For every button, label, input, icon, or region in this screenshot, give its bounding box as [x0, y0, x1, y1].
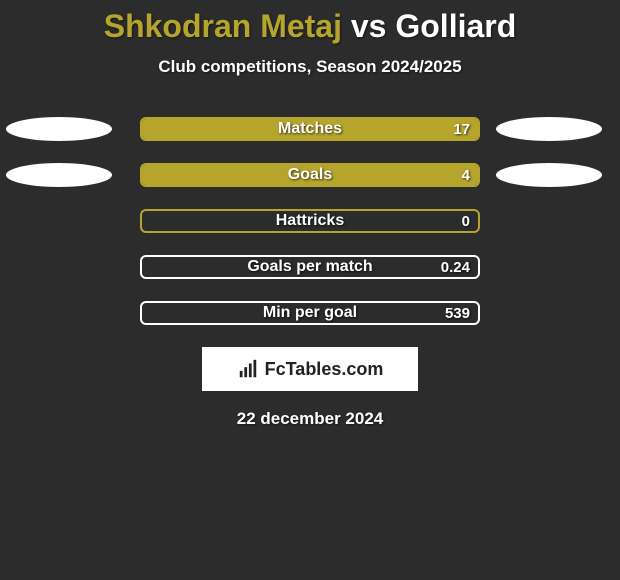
subtitle: Club competitions, Season 2024/2025 [0, 57, 620, 77]
stat-value: 0.24 [441, 257, 470, 277]
stat-bar: Goals4 [140, 163, 480, 187]
fctables-logo: FcTables.com [202, 347, 418, 391]
stat-row: Goals4 [0, 163, 620, 187]
stat-label: Hattricks [142, 211, 478, 231]
player1-name: Shkodran Metaj [104, 8, 342, 44]
vs-label: vs [351, 8, 387, 44]
comparison-infographic: Shkodran Metaj vs Golliard Club competit… [0, 0, 620, 429]
stat-bar: Min per goal539 [140, 301, 480, 325]
player2-name: Golliard [395, 8, 516, 44]
stats-area: Matches17 Goals4 Hattricks0 Goals per match… [0, 117, 620, 325]
stat-label: Goals per match [142, 257, 478, 277]
stat-row: Min per goal539 [0, 301, 620, 325]
page-title: Shkodran Metaj vs Golliard [0, 8, 620, 45]
right-ellipse [496, 163, 602, 187]
stat-row: Matches17 [0, 117, 620, 141]
right-ellipse [496, 117, 602, 141]
chart-icon [237, 358, 259, 380]
left-ellipse [6, 163, 112, 187]
stat-value: 0 [462, 211, 470, 231]
stat-bar-fill [142, 119, 478, 139]
stat-row: Hattricks0 [0, 209, 620, 233]
date-label: 22 december 2024 [0, 409, 620, 429]
stat-row: Goals per match0.24 [0, 255, 620, 279]
stat-label: Min per goal [142, 303, 478, 323]
stat-bar: Matches17 [140, 117, 480, 141]
logo-text: FcTables.com [265, 359, 384, 380]
stat-bar-fill [142, 165, 478, 185]
stat-bar: Goals per match0.24 [140, 255, 480, 279]
left-ellipse [6, 117, 112, 141]
stat-value: 539 [445, 303, 470, 323]
stat-bar: Hattricks0 [140, 209, 480, 233]
